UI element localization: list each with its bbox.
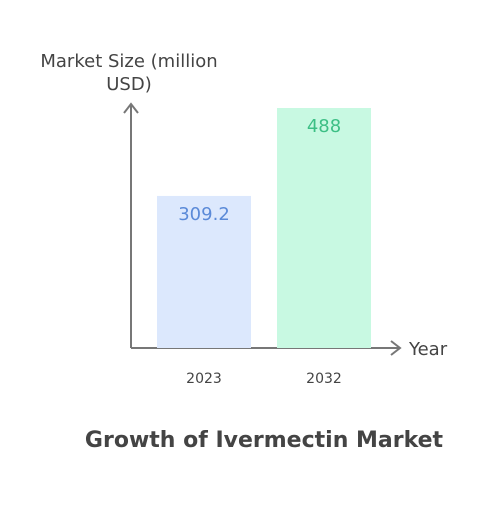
bar — [157, 195, 251, 348]
data-label: 488 — [307, 116, 341, 137]
y-axis-arrow — [123, 102, 139, 114]
chart-title: Growth of Ivermectin Market — [85, 428, 444, 453]
data-label: 309.2 — [178, 204, 230, 225]
x-axis-label: Year — [408, 339, 448, 360]
bar — [277, 108, 371, 348]
x-tick-label: 2032 — [306, 371, 342, 387]
y-axis-label: Market Size (million USD) — [40, 51, 218, 95]
x-axis-arrow — [390, 340, 402, 356]
x-tick-label: 2023 — [186, 371, 222, 387]
